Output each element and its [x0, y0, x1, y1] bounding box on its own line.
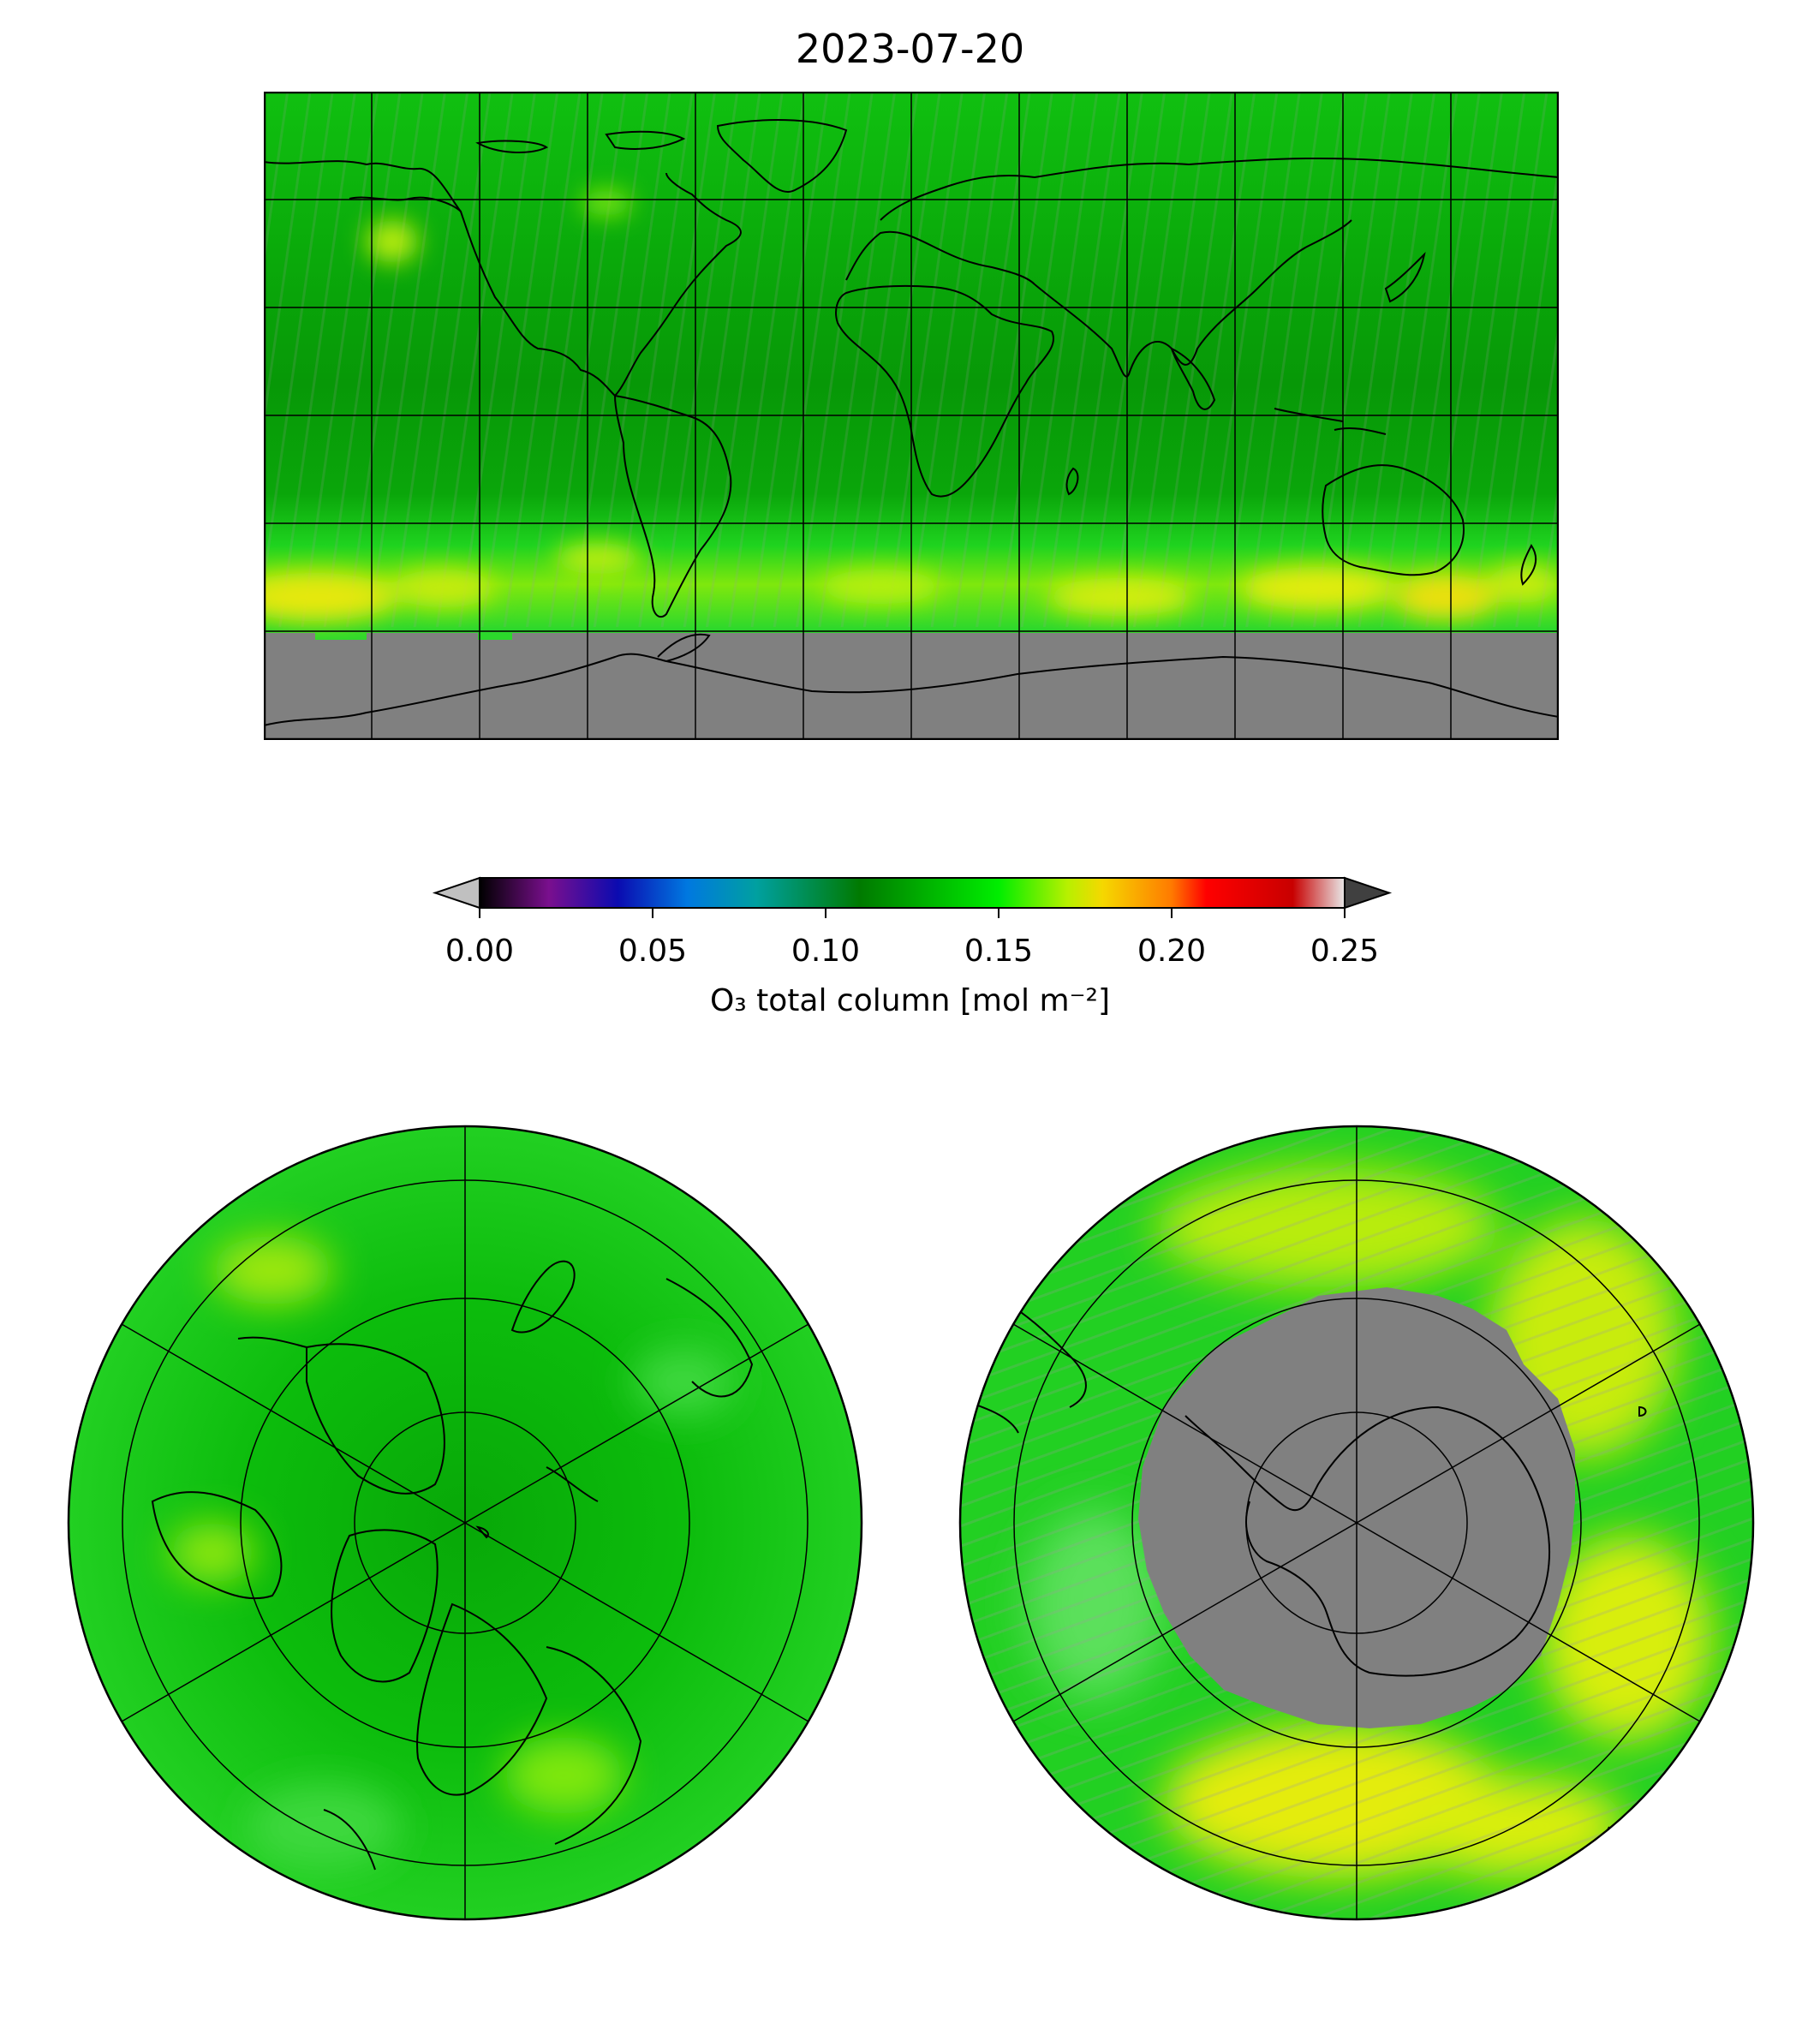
colorbar [432, 876, 1393, 918]
southern-ozone-maximum [264, 190, 1557, 621]
colorbar-under-triangle [432, 876, 480, 910]
colorbar-tick-label: 0.05 [618, 934, 688, 969]
figure-title: 2023-07-20 [795, 26, 1025, 72]
colorbar-tick-marks [479, 908, 1346, 918]
colorbar-over-triangle [1344, 876, 1393, 910]
colorbar-tick-label: 0.25 [1310, 934, 1380, 969]
north-coastlines [151, 1260, 754, 1871]
colorbar-label: O₃ total column [mol m⁻²] [709, 983, 1111, 1018]
colorbar-tick-label: 0.15 [964, 934, 1034, 969]
south-gridlines [1012, 1126, 1701, 1919]
world-gridlines [264, 92, 1559, 740]
colorbar-tick-label: 0.10 [791, 934, 861, 969]
world-map [264, 92, 1559, 740]
colorbar-tick-label: 0.00 [445, 934, 515, 969]
south-polar-map [958, 1125, 1755, 1921]
colorbar-tick-label: 0.20 [1137, 934, 1207, 969]
north-gridlines [121, 1126, 809, 1919]
colorbar-scale [479, 877, 1346, 909]
north-polar-map [67, 1125, 863, 1921]
